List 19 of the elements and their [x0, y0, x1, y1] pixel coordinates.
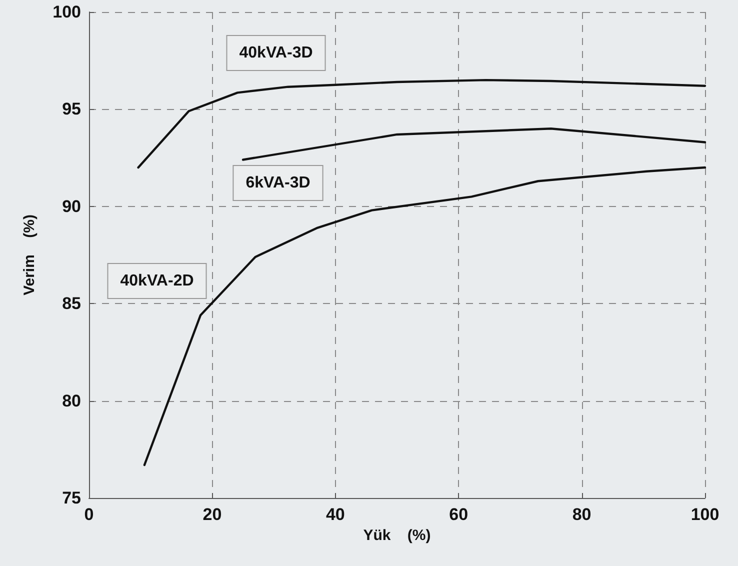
x-axis-title: Yük (%)	[363, 526, 431, 544]
y-tick-label: 90	[62, 196, 81, 216]
x-tick-label: 40	[326, 505, 345, 524]
x-tick-label: 60	[449, 505, 468, 524]
y-tick-label: 100	[52, 2, 81, 22]
y-tick-label: 85	[62, 294, 81, 314]
y-tick-label: 80	[62, 391, 81, 410]
line-series	[137, 78, 706, 169]
series-label: 6kVA-3D	[246, 174, 310, 192]
x-tick-label: 100	[690, 505, 720, 524]
y-tick-label: 95	[62, 100, 81, 119]
series-label: 40kVA-3D	[239, 44, 313, 62]
line-series	[242, 128, 706, 161]
x-tick-label: 20	[202, 505, 222, 524]
y-tick-label: 75	[62, 488, 81, 508]
series-label: 40kVA-2D	[120, 272, 194, 290]
x-tick-label: 80	[572, 505, 592, 524]
x-tick-label: 0	[84, 505, 94, 524]
y-axis-title: Verim (%)	[21, 214, 38, 296]
